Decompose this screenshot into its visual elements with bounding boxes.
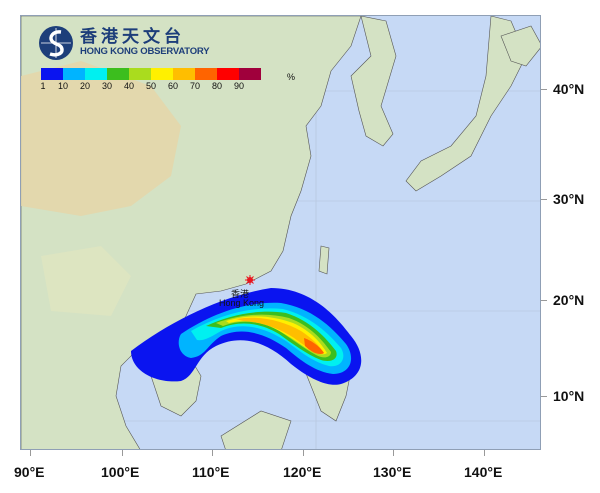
hong-kong-label-en: Hong Kong — [219, 298, 265, 308]
legend-tick: 50 — [145, 81, 157, 91]
legend-swatch — [173, 68, 195, 80]
map-frame: 香港天文台 HONG KONG OBSERVATORY 1 10 20 30 4… — [20, 15, 541, 450]
legend-unit: % — [287, 72, 296, 82]
land-highland-2 — [41, 246, 131, 316]
legend-swatch — [41, 68, 63, 80]
legend-tick: 80 — [211, 81, 223, 91]
legend-swatch — [217, 68, 239, 80]
x-axis-label: 140°E — [464, 464, 503, 480]
legend-tick: 70 — [189, 81, 201, 91]
legend-tick: 20 — [79, 81, 91, 91]
x-tick — [303, 450, 304, 456]
x-axis-label: 130°E — [373, 464, 412, 480]
legend-colorbar — [41, 68, 281, 80]
legend-tick: 40 — [123, 81, 135, 91]
legend-ticks: 1 10 20 30 40 50 60 70 80 90 — [40, 80, 281, 92]
hko-logo: 香港天文台 HONG KONG OBSERVATORY — [38, 25, 210, 61]
org-name-en: HONG KONG OBSERVATORY — [80, 46, 210, 57]
strike-probability — [131, 288, 362, 385]
legend-swatch — [239, 68, 261, 80]
x-axis-label: 120°E — [283, 464, 322, 480]
hong-kong-label-cn: 香港 — [231, 289, 250, 299]
x-axis-label: 110°E — [192, 464, 230, 480]
land-borneo — [220, 410, 292, 449]
legend-swatch — [195, 68, 217, 80]
legend-tick: 60 — [167, 81, 179, 91]
legend-swatch — [63, 68, 85, 80]
x-tick — [212, 450, 213, 456]
land-hokkaido — [500, 25, 540, 67]
x-axis-label: 100°E — [101, 464, 140, 480]
y-axis-label: 40°N — [553, 81, 585, 97]
legend-tick: 90 — [233, 81, 245, 91]
legend-tick: 30 — [101, 81, 113, 91]
land-korea — [350, 16, 397, 147]
legend-swatch — [107, 68, 129, 80]
x-tick — [484, 450, 485, 456]
legend-swatch — [85, 68, 107, 80]
x-tick — [122, 450, 123, 456]
hko-emblem-icon — [39, 26, 73, 60]
x-axis-label: 90°E — [14, 464, 45, 480]
map-canvas — [21, 16, 540, 449]
legend-swatch — [129, 68, 151, 80]
legend-tick: 1 — [40, 81, 46, 91]
org-name-cn: 香港天文台 — [80, 27, 185, 47]
land-taiwan — [318, 245, 330, 275]
y-axis-label: 20°N — [553, 292, 585, 308]
hong-kong-marker — [245, 275, 255, 285]
y-tick — [541, 199, 547, 200]
y-axis-label: 30°N — [553, 191, 585, 207]
x-tick — [30, 450, 31, 456]
x-tick — [393, 450, 394, 456]
land-highland — [21, 61, 181, 216]
y-tick — [541, 89, 547, 90]
y-axis-label: 10°N — [553, 388, 585, 404]
y-tick — [541, 396, 547, 397]
probability-legend: 1 10 20 30 40 50 60 70 80 90 % — [40, 68, 295, 92]
legend-tick: 10 — [57, 81, 69, 91]
y-tick — [541, 300, 547, 301]
legend-swatch — [151, 68, 173, 80]
